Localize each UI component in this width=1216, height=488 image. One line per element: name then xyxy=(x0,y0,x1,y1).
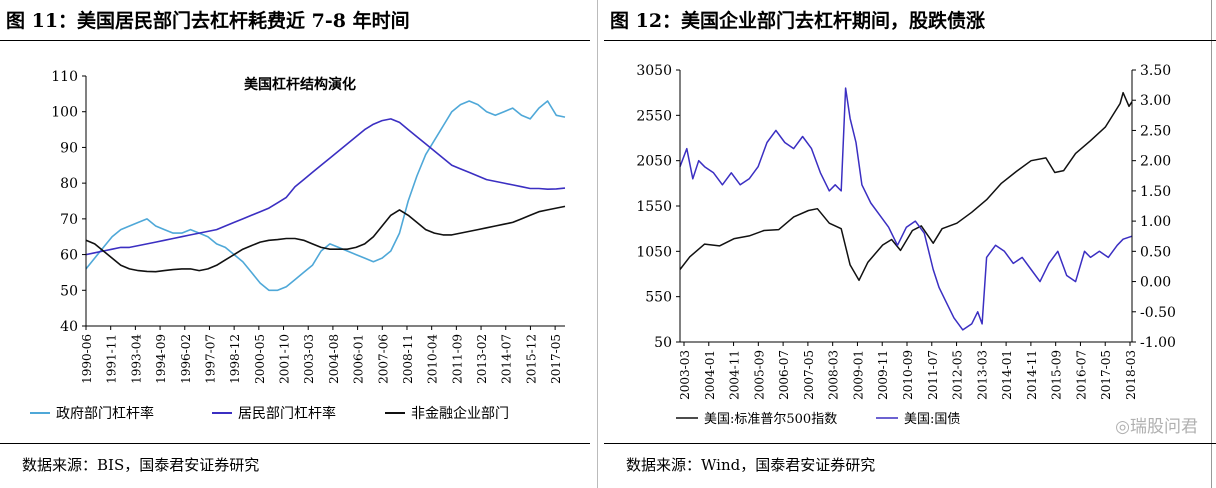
x-tick-label: 2004-11 xyxy=(728,350,742,400)
x-tick-label: 2015-09 xyxy=(1050,350,1064,400)
right-y-tick-label: 3.50 xyxy=(1140,63,1171,79)
series-line-government xyxy=(85,100,566,292)
x-tick-label: 2005-09 xyxy=(752,350,766,400)
x-tick-label: 2006-07 xyxy=(777,350,791,400)
y-tick-label: 80 xyxy=(60,176,78,192)
x-tick-label: 1997-07 xyxy=(203,334,217,384)
x-tick-label: 2008-03 xyxy=(827,350,841,400)
right-y-tick-label: 2.50 xyxy=(1140,123,1171,139)
left-y-tick-label: 2050 xyxy=(636,154,672,170)
legend-label-sp500: 美国:标准普尔500指数 xyxy=(704,412,837,427)
x-tick-label: 2013-02 xyxy=(475,334,489,384)
figure-11-bottom-rule xyxy=(0,443,590,444)
series-line-household xyxy=(85,118,566,256)
x-tick-label: 2018-03 xyxy=(1124,350,1138,400)
x-tick-label: 1993-04 xyxy=(129,334,143,384)
legend-label: 居民部门杠杆率 xyxy=(238,405,336,422)
leverage-structure-chart: 40 50 60 70 80 90 100 110 1990-06 1991-11 1993-04 1… xyxy=(30,69,566,422)
x-tick-label: 1998-12 xyxy=(228,334,242,384)
x-tick-label: 1990-06 xyxy=(80,334,94,384)
x-tick-label: 2004-01 xyxy=(703,350,717,400)
x-tick-label: 2015-12 xyxy=(524,334,538,384)
series-line-treasury-10y xyxy=(679,87,1133,331)
x-tick-label: 2004-08 xyxy=(327,334,341,384)
x-tick-label: 2013-03 xyxy=(975,350,989,400)
x-tick-label: 2007-05 xyxy=(802,350,816,400)
legend-label: 非金融企业部门 xyxy=(411,405,509,422)
chart-inner-title: 美国杠杆结构演化 xyxy=(244,76,356,93)
x-tick-label: 2014-07 xyxy=(500,334,514,384)
x-tick-label: 2017-05 xyxy=(1099,350,1113,400)
figure-12-panel: 图 12：美国企业部门去杠杆期间，股跌债涨 50 550 1050 1550 2050 2… xyxy=(604,0,1216,488)
x-tick-label: 2006-01 xyxy=(352,334,366,384)
x-tick-label: 2014-01 xyxy=(1000,350,1014,400)
panel-divider xyxy=(597,0,598,488)
x-tick-label: 2017-05 xyxy=(549,334,563,384)
left-y-tick-label: 2550 xyxy=(636,108,672,124)
series-line-sp500 xyxy=(679,91,1133,282)
x-tick-label: 1991-11 xyxy=(105,334,119,384)
figure-11-top-rule xyxy=(0,40,590,41)
y-tick-label: 100 xyxy=(51,105,78,121)
watermark-text: ◎瑞股问君 xyxy=(1115,417,1198,437)
legend-label: 政府部门杠杆率 xyxy=(56,405,154,422)
x-tick-label: 2003-03 xyxy=(678,350,692,400)
x-tick-label: 2009-01 xyxy=(851,350,865,400)
figure-12-source: 数据来源：Wind，国泰君安证券研究 xyxy=(626,456,876,474)
figure-12-title: 图 12：美国企业部门去杠杆期间，股跌债涨 xyxy=(610,10,986,32)
x-tick-label: 2009-11 xyxy=(876,350,890,400)
x-tick-label: 2016-07 xyxy=(1074,350,1088,400)
left-y-tick-label: 550 xyxy=(645,290,672,306)
x-tick-label: 2014-11 xyxy=(1025,350,1039,400)
figure-11-title: 图 11：美国居民部门去杠杆耗费近 7-8 年时间 xyxy=(6,10,410,32)
left-y-tick-label: 1050 xyxy=(636,244,672,260)
y-tick-label: 50 xyxy=(60,283,78,299)
y-tick-label: 90 xyxy=(60,140,78,156)
x-tick-label: 2010-04 xyxy=(426,334,440,384)
right-y-tick-label: 3.00 xyxy=(1140,93,1171,109)
right-edge-rule xyxy=(1211,0,1212,488)
right-y-tick-label: 0.50 xyxy=(1140,244,1171,260)
left-y-tick-label: 50 xyxy=(654,335,672,351)
x-tick-label: 2000-05 xyxy=(253,334,267,384)
left-y-tick-label: 1550 xyxy=(636,199,672,215)
right-y-tick-label: -1.00 xyxy=(1140,335,1176,351)
figure-11-source: 数据来源：BIS，国泰君安证券研究 xyxy=(22,456,260,474)
series-line-corporate xyxy=(85,205,566,273)
x-tick-label: 2012-05 xyxy=(951,350,965,400)
x-tick-label: 2010-09 xyxy=(901,350,915,400)
y-tick-label: 60 xyxy=(60,248,78,264)
legend-label-treasury: 美国:国债 xyxy=(904,412,960,427)
right-y-tick-label: 0.00 xyxy=(1140,275,1171,291)
right-y-tick-label: 1.00 xyxy=(1140,214,1171,230)
x-tick-label: 2011-07 xyxy=(926,350,940,400)
x-tick-label: 2008-11 xyxy=(401,334,415,384)
x-tick-label: 2007-06 xyxy=(376,334,390,384)
figure-12-bottom-rule xyxy=(604,443,1216,444)
figure-12-top-rule xyxy=(604,40,1216,41)
x-tick-label: 2011-09 xyxy=(450,334,464,384)
sp500-vs-treasury-chart: 50 550 1050 1550 2050 2550 3050 -1.00 -0.50 0.00 0… xyxy=(636,63,1176,427)
right-y-tick-label: 2.00 xyxy=(1140,154,1171,170)
x-tick-label: 2001-10 xyxy=(278,334,292,384)
x-tick-label: 1996-02 xyxy=(179,334,193,384)
left-y-tick-label: 3050 xyxy=(636,63,672,79)
y-tick-label: 40 xyxy=(60,319,78,335)
x-tick-label: 1994-09 xyxy=(154,334,168,384)
y-tick-label: 70 xyxy=(60,212,78,228)
y-tick-label: 110 xyxy=(51,69,78,85)
figure-11-panel: 图 11：美国居民部门去杠杆耗费近 7-8 年时间 40 50 60 70 80 90 10… xyxy=(0,0,590,488)
x-tick-label: 2003-03 xyxy=(302,334,316,384)
right-y-tick-label: 1.50 xyxy=(1140,184,1171,200)
right-y-tick-label: -0.50 xyxy=(1140,305,1176,321)
